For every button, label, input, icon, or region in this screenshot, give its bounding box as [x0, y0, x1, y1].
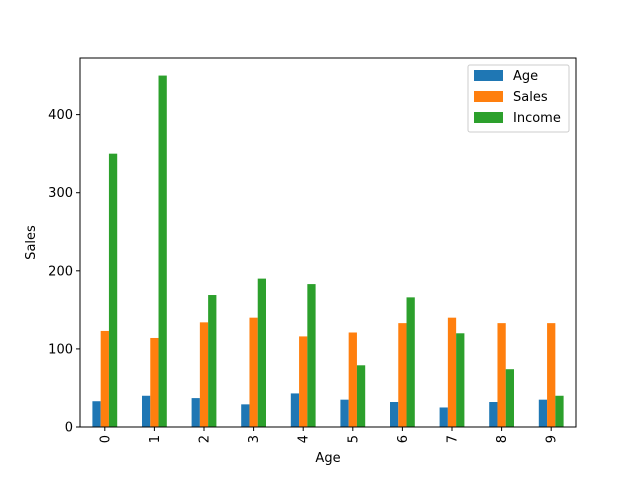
bar-income-6 — [406, 297, 415, 427]
y-tick-label: 200 — [48, 264, 73, 279]
legend-entry-sales: Sales — [513, 90, 548, 105]
bar-income-2 — [208, 295, 217, 427]
legend: Age Sales Income — [467, 64, 570, 133]
bar-age-1 — [142, 395, 151, 427]
bar-sales-0 — [100, 330, 109, 427]
bar-income-7 — [456, 333, 465, 427]
bars-layer — [92, 75, 564, 428]
legend-swatch-sales — [474, 91, 503, 102]
bar-sales-5 — [348, 332, 357, 427]
x-axis: 0 1 2 3 4 5 6 7 8 9 — [98, 427, 560, 443]
y-tick-label: 0 — [65, 421, 73, 436]
y-tick-label: 400 — [48, 108, 73, 123]
bar-age-6 — [390, 402, 399, 427]
bar-sales-8 — [497, 323, 506, 427]
x-tick-label: 8 — [495, 435, 510, 443]
legend-swatch-age — [474, 70, 503, 81]
x-axis-label: Age — [315, 451, 340, 466]
bar-age-7 — [439, 407, 448, 427]
x-tick-label: 0 — [98, 435, 113, 443]
x-tick-label: 3 — [247, 435, 262, 443]
bar-age-8 — [489, 402, 498, 427]
legend-entry-age: Age — [513, 69, 538, 84]
bar-age-5 — [340, 399, 349, 427]
x-tick-label: 1 — [148, 435, 163, 443]
bar-sales-3 — [249, 317, 258, 427]
legend-entry-income: Income — [513, 111, 561, 126]
bar-sales-9 — [547, 323, 556, 427]
bar-age-0 — [92, 401, 101, 427]
y-tick-label: 100 — [48, 342, 73, 357]
bar-income-3 — [257, 278, 266, 427]
x-tick-label: 6 — [396, 435, 411, 443]
y-axis-label: Sales — [24, 225, 39, 260]
x-tick-label: 2 — [198, 435, 213, 443]
y-axis: 0 100 200 300 400 — [48, 108, 80, 436]
bar-income-9 — [555, 395, 564, 427]
bar-sales-7 — [447, 317, 457, 427]
bar-age-4 — [290, 393, 300, 427]
bar-income-0 — [108, 153, 118, 428]
y-tick-label: 300 — [48, 186, 73, 201]
x-tick-label: 5 — [346, 435, 361, 443]
x-tick-label: 7 — [446, 435, 461, 443]
x-tick-label: 4 — [297, 435, 312, 443]
bar-income-4 — [307, 284, 316, 427]
bar-income-1 — [158, 75, 167, 427]
bar-income-8 — [505, 369, 514, 427]
x-tick-label: 9 — [545, 435, 560, 443]
bar-sales-2 — [199, 322, 209, 427]
bar-sales-4 — [299, 336, 308, 427]
bar-age-9 — [538, 399, 548, 427]
bar-income-5 — [356, 365, 366, 427]
plot-area-frame — [79, 57, 577, 428]
bar-sales-1 — [150, 337, 159, 427]
bar-age-3 — [241, 404, 250, 427]
bar-age-2 — [191, 398, 200, 427]
bar-sales-6 — [398, 323, 407, 427]
legend-swatch-income — [474, 112, 503, 123]
